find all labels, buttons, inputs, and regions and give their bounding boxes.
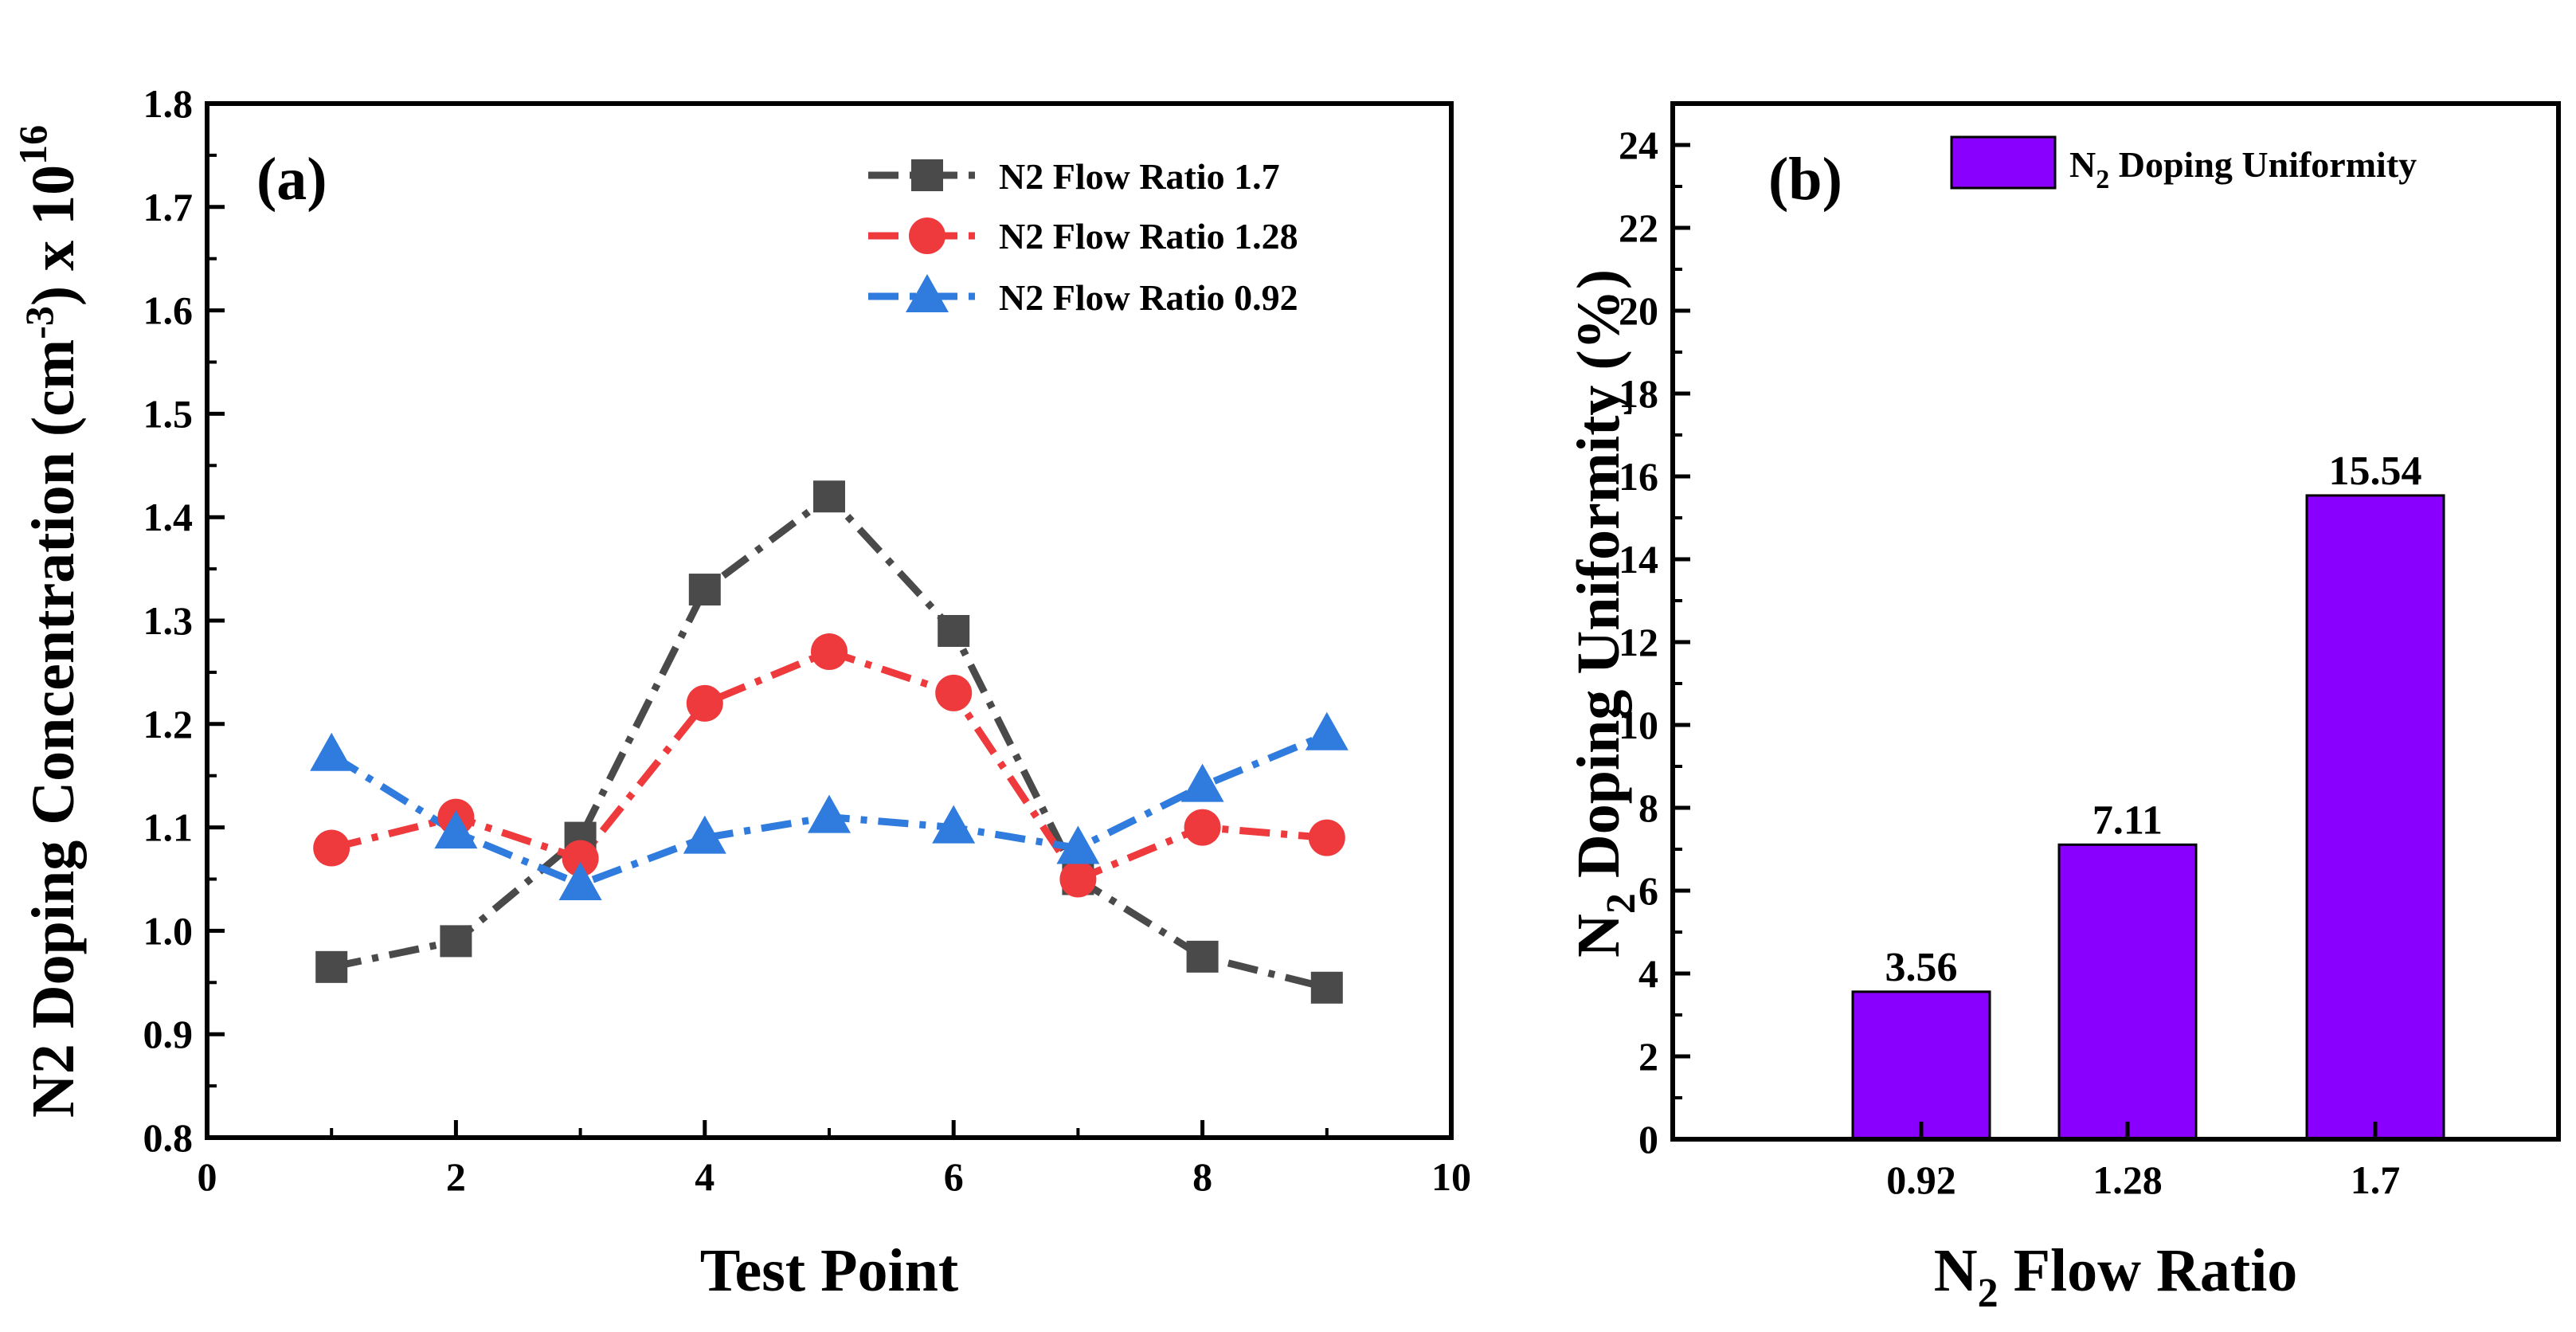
data-point-series-0 xyxy=(1186,940,1219,973)
data-point-series-1 xyxy=(562,840,599,877)
y-tick-label: 16 xyxy=(1619,454,1658,499)
y-tick-label: 1.3 xyxy=(143,598,194,643)
data-point-series-2 xyxy=(310,732,354,771)
y-tick-label: 1.8 xyxy=(143,81,194,126)
data-point-series-2 xyxy=(558,861,602,900)
y-tick-label: 1.0 xyxy=(143,908,194,953)
y-tick-label: 0.9 xyxy=(143,1012,194,1056)
y-tick-label: 0.8 xyxy=(143,1115,194,1160)
x-tick-label: 1.7 xyxy=(2351,1158,2401,1202)
y-tick-label: 1.1 xyxy=(143,805,194,850)
x-tick-label: 0 xyxy=(198,1154,217,1199)
data-point-series-2 xyxy=(434,810,478,849)
chart-b-xlabel: N2 Flow Ratio xyxy=(1934,1237,2298,1316)
chart-panel-a: 0 2 4 6 8 10 0.8 0.9 1.0 1.1 1.2 1.3 1.4 1.5 1.6 1.7 1.8… xyxy=(10,81,1471,1304)
data-point-series-2 xyxy=(1305,711,1349,750)
x-tick-label: 10 xyxy=(1431,1154,1471,1199)
y-tick-label: 1.5 xyxy=(143,391,194,436)
data-point-series-0 xyxy=(1310,971,1343,1004)
data-point-series-2 xyxy=(932,805,976,844)
y-tick-label: 4 xyxy=(1638,951,1658,996)
x-tick-label: 6 xyxy=(944,1154,964,1199)
bar-0 xyxy=(1851,990,1991,1141)
data-point-series-0 xyxy=(440,925,472,958)
x-tick-label: 8 xyxy=(1192,1154,1212,1199)
data-point-series-0 xyxy=(315,950,348,983)
data-point-series-1 xyxy=(935,674,973,711)
legend-marker-sample xyxy=(906,274,949,312)
panel-a-label: (a) xyxy=(256,146,327,213)
data-point-series-0 xyxy=(688,574,721,606)
y-tick-label: 8 xyxy=(1638,785,1658,830)
data-point-series-1 xyxy=(1184,809,1221,846)
bar-value-label: 7.11 xyxy=(2093,797,2163,843)
y-tick-label: 6 xyxy=(1638,868,1658,913)
legend-marker-sample xyxy=(909,217,945,254)
legend-item-label: N2 Doping Uniformity xyxy=(2069,144,2417,194)
chart-b-legend: N2 Doping Uniformity xyxy=(1950,135,2417,194)
data-point-series-1 xyxy=(1059,860,1097,898)
data-point-series-1 xyxy=(1308,819,1345,856)
y-tick-label: 1.6 xyxy=(143,288,194,333)
y-tick-label: 2 xyxy=(1638,1034,1658,1079)
x-tick-label: 0.92 xyxy=(1886,1158,1956,1202)
y-tick-label: 22 xyxy=(1619,206,1658,250)
data-point-series-1 xyxy=(313,829,350,867)
legend-item-label: N2 Flow Ratio 1.7 xyxy=(999,156,1280,197)
legend-item-label: N2 Flow Ratio 0.92 xyxy=(999,277,1298,318)
y-tick-label: 14 xyxy=(1619,537,1658,582)
y-tick-label: 18 xyxy=(1619,371,1658,416)
y-tick-label: 12 xyxy=(1619,620,1658,664)
x-tick-label: 1.28 xyxy=(2093,1158,2163,1202)
legend-item-label: N2 Flow Ratio 1.28 xyxy=(999,216,1298,257)
data-point-series-1 xyxy=(686,684,723,722)
y-tick-label: 1.4 xyxy=(143,495,194,539)
data-point-series-0 xyxy=(813,480,845,513)
chart-b-frame xyxy=(1670,101,2561,1142)
data-point-series-2 xyxy=(808,794,851,833)
y-tick-label: 1.7 xyxy=(143,185,194,229)
bar-2 xyxy=(2305,494,2445,1141)
y-tick-label: 20 xyxy=(1619,288,1658,333)
chart-b-ylabel: N2 Doping Uniformity (%) xyxy=(1565,269,1644,958)
chart-a-ylabel: N2 Doping Concentration (cm-3) x 1016 xyxy=(10,125,87,1118)
data-point-series-2 xyxy=(1180,763,1224,802)
chart-a-xlabel: Test Point xyxy=(700,1237,958,1304)
data-point-series-2 xyxy=(683,815,726,854)
x-tick-label: 2 xyxy=(446,1154,466,1199)
data-point-series-2 xyxy=(1056,825,1100,864)
bar-1 xyxy=(2057,843,2198,1141)
data-point-series-0 xyxy=(938,614,970,647)
y-tick-label: 24 xyxy=(1619,123,1658,167)
x-tick-label: 4 xyxy=(695,1154,714,1199)
legend-swatch xyxy=(1950,135,2057,190)
panel-b-label: (b) xyxy=(1768,146,1842,213)
bar-value-label: 15.54 xyxy=(2329,449,2422,494)
y-tick-label: 10 xyxy=(1619,703,1658,747)
bar-value-label: 3.56 xyxy=(1885,945,1958,990)
y-tick-label: 0 xyxy=(1638,1117,1658,1162)
y-tick-label: 1.2 xyxy=(143,702,194,746)
data-point-series-1 xyxy=(811,633,848,670)
legend-marker-sample xyxy=(911,159,943,191)
chart-a-legend: N2 Flow Ratio 1.7 N2 Flow Ratio 1.28 N2 … xyxy=(868,156,1298,318)
